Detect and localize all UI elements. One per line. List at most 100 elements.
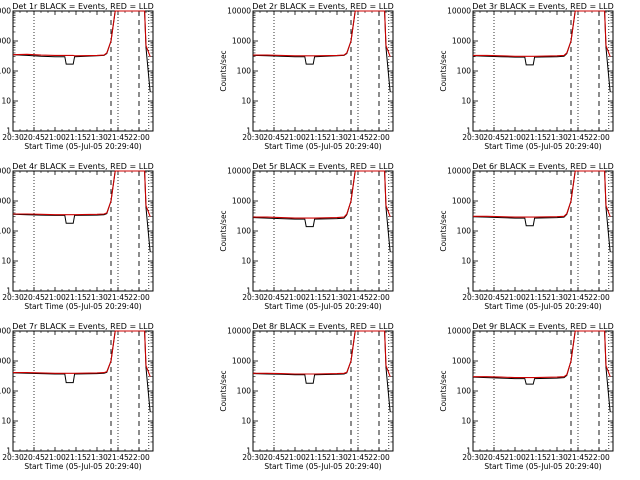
x-tick-label: 22:00 <box>368 133 390 142</box>
panel-title: Det 5r BLACK = Events, RED = LLD <box>252 162 394 171</box>
x-tick-label: 20:45 <box>263 133 285 142</box>
x-tick-label: 20:45 <box>23 453 45 462</box>
series-line-lld <box>473 10 611 57</box>
x-tick-label: 21:00 <box>284 133 306 142</box>
y-tick-label: 1000 <box>232 357 251 366</box>
series-line-lld <box>253 170 391 219</box>
series-line-lld <box>473 330 611 379</box>
panel-6: 10000 1000 100 10 120:30 20:45 21:00 21:15 21:30… <box>439 162 614 311</box>
y-tick-label: 100 <box>237 67 252 76</box>
panel-5: 10000 1000 100 10 120:30 20:45 21:00 21:15 21:30… <box>219 162 394 311</box>
x-tick-label: 22:00 <box>588 293 610 302</box>
y-tick-label: 10 <box>241 257 251 266</box>
panel-4: 10000 1000 100 10 120:3020:4521:0021:1521:30… <box>0 162 154 311</box>
panel-title: Det 8r BLACK = Events, RED = LLD <box>252 322 394 331</box>
x-tick-label: 20:45 <box>483 133 505 142</box>
y-tick-label: 100 <box>457 387 472 396</box>
y-tick-label: 1000 <box>452 197 471 206</box>
x-tick-label: 21:00 <box>44 293 66 302</box>
x-tick-label: 21:45 <box>107 453 129 462</box>
y-tick-label: 10000 <box>0 167 11 176</box>
x-tick-label: 20:30 <box>242 293 264 302</box>
x-axis-label: Start Time (05-Jul-05 20:29:40) <box>484 302 601 311</box>
x-tick-label: 20:30 <box>2 133 24 142</box>
panel-title: Det 2r BLACK = Events, RED = LLD <box>252 2 394 11</box>
y-tick-label: 1 <box>6 127 11 136</box>
panel-title: Det 9r BLACK = Events, RED = LLD <box>472 322 614 331</box>
panel-title: Det 6r BLACK = Events, RED = LLD <box>472 162 614 171</box>
y-tick-label: 10000 <box>227 167 251 176</box>
x-axis-label: Start Time (05-Jul-05 20:29:40) <box>264 302 381 311</box>
x-tick-label: 21:00 <box>44 133 66 142</box>
y-tick-label: 10 <box>1 417 11 426</box>
x-axis-label: Start Time (05-Jul-05 20:29:40) <box>24 302 141 311</box>
x-axis-label: Start Time (05-Jul-05 20:29:40) <box>24 142 141 151</box>
x-tick-label: 21:15 <box>305 293 327 302</box>
series-line-events <box>12 10 151 93</box>
y-tick-label: 10 <box>1 97 11 106</box>
y-tick-label: 1 <box>246 287 251 296</box>
x-tick-label: 22:00 <box>588 133 610 142</box>
series-line-lld <box>253 10 391 57</box>
x-tick-label: 20:45 <box>483 453 505 462</box>
y-tick-label: 1 <box>6 287 11 296</box>
x-tick-label: 21:45 <box>347 133 369 142</box>
y-tick-label: 10 <box>1 257 11 266</box>
panel-3: 10000 1000 100 10 120:30 20:45 21:00 21:15 21:30… <box>439 2 614 151</box>
x-tick-label: 22:00 <box>368 453 390 462</box>
x-tick-label: 21:30 <box>86 293 108 302</box>
panel-title: Det 1r BLACK = Events, RED = LLD <box>12 2 154 11</box>
x-tick-label: 21:30 <box>546 453 568 462</box>
y-axis-label: Counts/sec <box>439 210 448 251</box>
x-tick-label: 21:15 <box>305 133 327 142</box>
x-tick-label: 21:15 <box>305 453 327 462</box>
panel-title: Det 7r BLACK = Events, RED = LLD <box>12 322 154 331</box>
x-tick-label: 21:45 <box>567 453 589 462</box>
x-tick-label: 21:45 <box>567 293 589 302</box>
y-tick-label: 10000 <box>227 327 251 336</box>
x-tick-label: 21:30 <box>546 133 568 142</box>
x-tick-label: 21:30 <box>326 453 348 462</box>
y-axis-label: Counts/sec <box>439 370 448 411</box>
x-tick-label: 20:45 <box>483 293 505 302</box>
x-tick-label: 22:00 <box>128 293 150 302</box>
y-tick-label: 1000 <box>452 37 471 46</box>
x-tick-label: 20:30 <box>462 293 484 302</box>
x-tick-label: 21:15 <box>65 453 87 462</box>
x-tick-label: 21:00 <box>44 453 66 462</box>
x-tick-label: 21:45 <box>347 293 369 302</box>
y-axis-label: Counts/sec <box>439 50 448 91</box>
series-line-lld <box>473 170 611 218</box>
x-tick-label: 21:45 <box>347 453 369 462</box>
x-axis-label: Start Time (05-Jul-05 20:29:40) <box>484 142 601 151</box>
panel-2: 10000 1000 100 10 120:30 20:45 21:00 21:15 21:30… <box>219 2 394 151</box>
x-tick-label: 22:00 <box>128 453 150 462</box>
panel-7: 10000 1000 100 10 120:3020:4521:0021:1521:30… <box>0 322 154 471</box>
y-tick-label: 1000 <box>0 197 11 206</box>
y-tick-label: 10 <box>241 97 251 106</box>
x-tick-label: 20:30 <box>242 453 264 462</box>
x-tick-label: 21:15 <box>525 453 547 462</box>
y-tick-label: 1000 <box>0 37 11 46</box>
x-tick-label: 21:00 <box>284 453 306 462</box>
y-tick-label: 10 <box>241 417 251 426</box>
panel-8: 10000 1000 100 10 120:30 20:45 21:00 21:15 21:30… <box>219 322 394 471</box>
y-axis-label: Counts/sec <box>219 370 228 411</box>
series-line-events <box>12 170 151 253</box>
y-tick-label: 100 <box>0 387 11 396</box>
x-tick-label: 21:30 <box>326 293 348 302</box>
x-tick-label: 20:30 <box>242 133 264 142</box>
x-tick-label: 20:30 <box>462 133 484 142</box>
y-tick-label: 10000 <box>447 327 471 336</box>
x-tick-label: 21:15 <box>65 133 87 142</box>
x-tick-label: 20:30 <box>2 293 24 302</box>
y-tick-label: 1000 <box>452 357 471 366</box>
x-tick-label: 21:45 <box>567 133 589 142</box>
panel-title: Det 3r BLACK = Events, RED = LLD <box>472 2 614 11</box>
x-tick-label: 20:45 <box>263 453 285 462</box>
x-axis-label: Start Time (05-Jul-05 20:29:40) <box>264 462 381 471</box>
x-tick-label: 21:15 <box>525 293 547 302</box>
x-tick-label: 22:00 <box>368 293 390 302</box>
panel-1: 10000 1000 100 10 120:3020:4521:0021:1521:30… <box>0 2 154 151</box>
